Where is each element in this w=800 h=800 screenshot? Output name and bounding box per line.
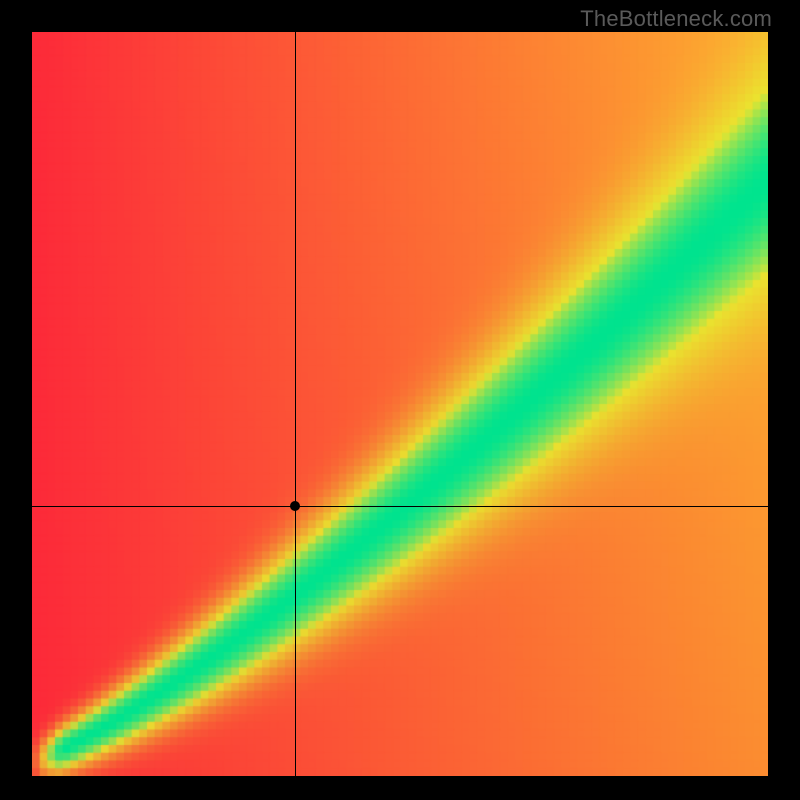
heatmap-canvas bbox=[32, 32, 768, 776]
watermark-text: TheBottleneck.com bbox=[580, 6, 772, 32]
plot-area bbox=[32, 32, 768, 776]
chart-container: TheBottleneck.com bbox=[0, 0, 800, 800]
crosshair-vertical bbox=[295, 32, 296, 776]
crosshair-horizontal bbox=[32, 506, 768, 507]
crosshair-marker bbox=[290, 501, 300, 511]
